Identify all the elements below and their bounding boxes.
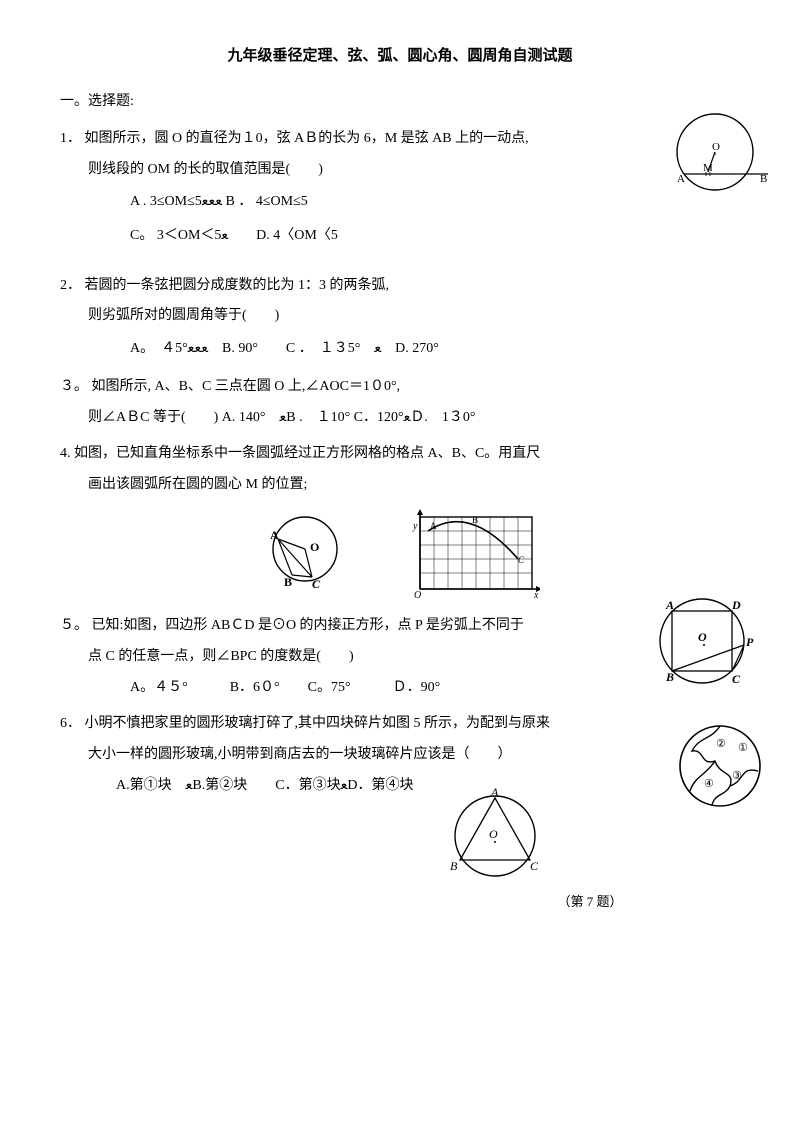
q3-line1: 如图所示, A、B、C 三点在圆 O 上,∠AOC＝1０0°, (92, 379, 401, 394)
question-4: 4. 如图，已知直角坐标系中一条圆弧经过正方形网格的格点 A、B、C。用直尺 画… (60, 439, 740, 501)
q1-opts-cd: C。 3＜OM＜5ﻌ D. 4〈OM〈5 (60, 219, 740, 253)
question-5: A D B C P O ５。 已知:如图，四边形 ABＣD 是⊙O 的内接正方形… (60, 611, 740, 703)
svg-text:②: ② (716, 738, 726, 750)
svg-text:③: ③ (732, 770, 742, 782)
svg-text:D: D (731, 598, 741, 612)
q4-number: 4. (60, 446, 71, 461)
svg-text:A: A (665, 598, 674, 612)
q3-figure: O A B C (260, 509, 350, 594)
q2-opts: A。 ４5°ﻌﻌﻌ B. 90° C ． １３5° ﻌ D. 270° (60, 332, 740, 366)
q1-opts-ab: A . 3≤OM≤5ﻌﻌﻌ B ． 4≤OM≤5 (60, 185, 740, 219)
svg-text:①: ① (738, 742, 748, 754)
svg-text:④: ④ (704, 778, 714, 790)
section-heading: 一。选择题: (60, 87, 740, 118)
q6-line2: 大小一样的圆形玻璃,小明带到商店去的一块玻璃碎片应该是（ ） (60, 740, 740, 771)
q3-number: ３。 (60, 379, 88, 394)
svg-text:M: M (703, 162, 713, 174)
svg-text:B: B (450, 859, 458, 873)
q7-figure: A B C O (440, 788, 550, 888)
svg-text:A: A (430, 521, 437, 531)
svg-text:O: O (310, 540, 319, 554)
q5-figure: A D B C P O (650, 591, 760, 691)
mid-figures: O A B C y A B C O x (60, 509, 740, 599)
svg-text:O: O (698, 630, 707, 644)
q1-figure: O M A B (660, 110, 770, 200)
q1-number: 1． (60, 131, 81, 146)
svg-text:C: C (518, 555, 525, 565)
svg-text:B: B (284, 575, 292, 589)
svg-text:O: O (414, 590, 421, 599)
svg-text:B: B (760, 173, 767, 185)
q2-line1: 若圆的一条弦把圆分成度数的比为 1：3 的两条弧, (85, 278, 390, 293)
svg-text:x: x (533, 590, 539, 599)
question-1: O M A B 1． 如图所示，圆 O 的直径为１0，弦 AＢ的长为 6，M 是… (60, 124, 740, 253)
svg-text:y: y (412, 521, 418, 532)
page-title: 九年级垂径定理、弦、弧、圆心角、圆周角自测试题 (60, 40, 740, 73)
svg-text:P: P (746, 635, 754, 649)
q6-line1: 小明不慎把家里的圆形玻璃打碎了,其中四块碎片如图 5 所示，为配到与原来 (85, 716, 551, 731)
svg-text:A: A (270, 528, 279, 542)
q5-line2: 点 C 的任意一点，则∠BPC 的度数是( ) (60, 642, 740, 673)
q2-number: 2． (60, 278, 81, 293)
svg-text:B: B (472, 515, 478, 525)
q5-number: ５。 (60, 618, 88, 633)
q5-line1: 已知:如图，四边形 ABＣD 是⊙O 的内接正方形，点 P 是劣弧上不同于 (92, 618, 524, 633)
svg-text:C: C (312, 577, 321, 591)
svg-text:O: O (489, 827, 498, 841)
q6-figure-shards: ① ② ③ ④ (670, 721, 770, 811)
svg-text:O: O (712, 141, 720, 153)
q1-line2: 则线段的 OM 的长的取值范围是( ) (60, 155, 740, 186)
q6-opts: A.第①块 ﻌB.第②块 C．第③块ﻌD．第④块 (60, 771, 740, 802)
q4-figure: y A B C O x (410, 509, 540, 599)
svg-text:A: A (677, 173, 685, 185)
svg-text:B: B (665, 670, 674, 684)
q2-line2: 则劣弧所对的圆周角等于( ) (60, 301, 740, 332)
svg-text:C: C (530, 859, 539, 873)
q4-line1: 如图，已知直角坐标系中一条圆弧经过正方形网格的格点 A、B、C。用直尺 (74, 446, 540, 461)
q5-opts: A。４５° B．6０° C。75° Ｄ．90° (60, 673, 740, 704)
q7-caption: （第 7 题） (440, 888, 740, 917)
q4-line2: 画出该圆弧所在圆的圆心 M 的位置; (60, 470, 740, 501)
question-6: ① ② ③ ④ 6． 小明不慎把家里的圆形玻璃打碎了,其中四块碎片如图 5 所示… (60, 709, 740, 801)
q6-number: 6． (60, 716, 81, 731)
question-3: ３。 如图所示, A、B、C 三点在圆 O 上,∠AOC＝1０0°, 则∠AＢC… (60, 372, 740, 434)
svg-text:C: C (732, 672, 741, 686)
q1-line1: 如图所示，圆 O 的直径为１0，弦 AＢ的长为 6，M 是弦 AB 上的一动点, (85, 131, 529, 146)
question-2: 2． 若圆的一条弦把圆分成度数的比为 1：3 的两条弧, 则劣弧所对的圆周角等于… (60, 271, 740, 366)
q3-line2: 则∠AＢC 等于( ) A. 140° ﻌB . １10° C．120°ﻌＤ. … (60, 403, 740, 434)
